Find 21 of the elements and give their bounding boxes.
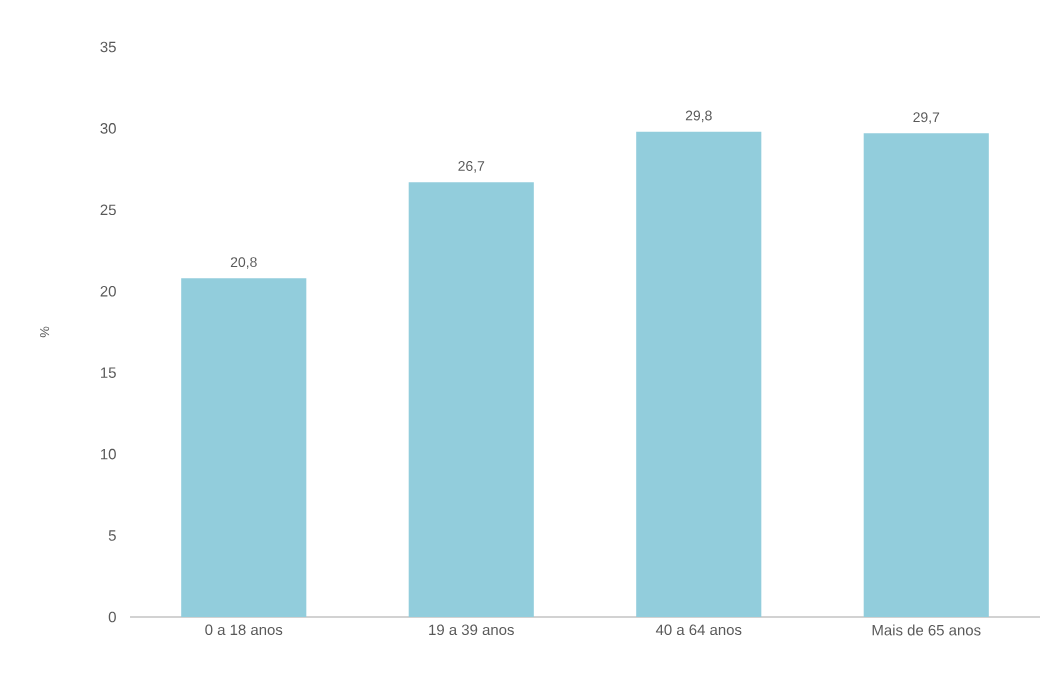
y-tick-label: 35 (100, 41, 116, 53)
y-tick-label: 5 (108, 530, 116, 541)
data-label: 26,7 (458, 161, 485, 173)
y-tick-label: 20 (100, 285, 116, 297)
y-tick-label: 30 (100, 123, 116, 134)
y-tick-label: 15 (101, 367, 116, 378)
bar (181, 278, 307, 617)
data-label: 29,8 (685, 110, 712, 123)
bar (408, 182, 534, 617)
y-axis-title: % (40, 326, 50, 338)
bar (863, 133, 989, 617)
y-tick-label: 10 (101, 448, 116, 460)
y-tick-label: 0 (108, 611, 116, 623)
x-tick-label: 0 a 18 anos (205, 624, 283, 636)
x-tick-label: 19 a 39 anos (429, 624, 514, 636)
bar (636, 131, 762, 617)
x-tick-label: Mais de 65 anos (872, 624, 981, 636)
data-label: 29,7 (913, 112, 940, 124)
x-tick-label: 40 a 64 anos (655, 624, 742, 636)
data-label: 20,8 (230, 257, 257, 269)
y-tick-label: 25 (100, 204, 116, 216)
